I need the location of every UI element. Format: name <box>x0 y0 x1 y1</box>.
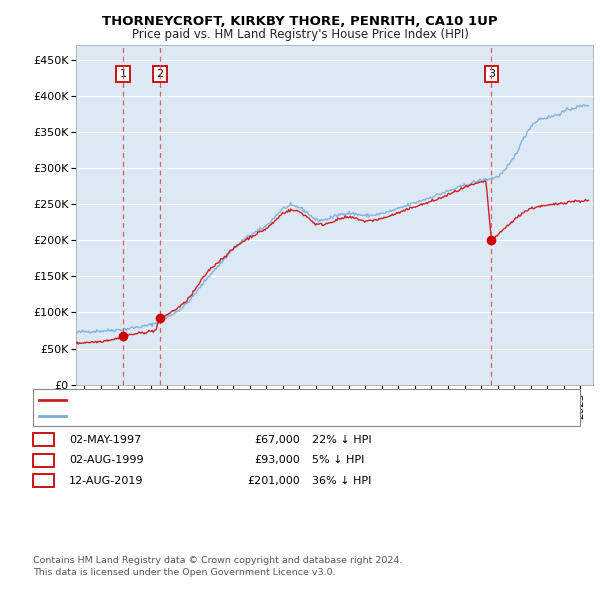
Text: 3: 3 <box>40 476 47 486</box>
Text: 22% ↓ HPI: 22% ↓ HPI <box>312 435 371 444</box>
Text: 2: 2 <box>40 455 47 465</box>
Text: THORNEYCROFT, KIRKBY THORE, PENRITH, CA10 1UP: THORNEYCROFT, KIRKBY THORE, PENRITH, CA1… <box>102 15 498 28</box>
Text: 3: 3 <box>488 69 495 79</box>
Text: Price paid vs. HM Land Registry's House Price Index (HPI): Price paid vs. HM Land Registry's House … <box>131 28 469 41</box>
Text: 1: 1 <box>40 435 47 444</box>
Text: £67,000: £67,000 <box>254 435 300 444</box>
Text: 02-AUG-1999: 02-AUG-1999 <box>69 455 143 465</box>
Text: HPI: Average price, detached house, Westmorland and Furness: HPI: Average price, detached house, West… <box>70 411 398 421</box>
Text: THORNEYCROFT, KIRKBY THORE, PENRITH, CA10 1UP (detached house): THORNEYCROFT, KIRKBY THORE, PENRITH, CA1… <box>70 395 440 405</box>
Text: 12-AUG-2019: 12-AUG-2019 <box>69 476 143 486</box>
Text: 36% ↓ HPI: 36% ↓ HPI <box>312 476 371 486</box>
Text: 02-MAY-1997: 02-MAY-1997 <box>69 435 141 444</box>
Text: 5% ↓ HPI: 5% ↓ HPI <box>312 455 364 465</box>
Text: 1: 1 <box>119 69 127 79</box>
Text: £93,000: £93,000 <box>254 455 300 465</box>
Text: £201,000: £201,000 <box>247 476 300 486</box>
Text: Contains HM Land Registry data © Crown copyright and database right 2024.
This d: Contains HM Land Registry data © Crown c… <box>33 556 403 577</box>
Text: 2: 2 <box>157 69 164 79</box>
